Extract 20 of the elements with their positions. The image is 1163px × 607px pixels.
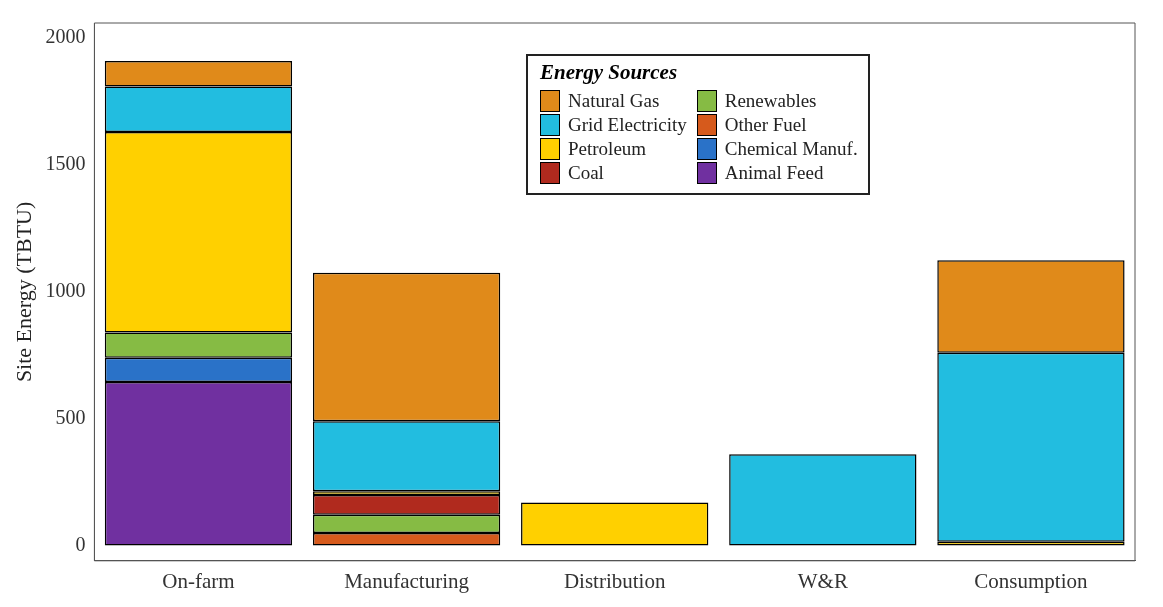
y-tick-label: 1500	[45, 152, 86, 175]
y-tick-label: 2000	[45, 25, 86, 48]
x-tick-label: Distribution	[563, 568, 666, 593]
y-tick-label: 0	[75, 532, 86, 555]
y-axis-title: Site Energy (TBTU)	[10, 201, 36, 383]
x-tick-label: On-farm	[162, 568, 235, 593]
legend-label: Chemical Manuf.	[724, 137, 858, 161]
x-tick-label: Consumption	[974, 568, 1089, 593]
y-tick-label: 1000	[45, 279, 86, 302]
legend-label: Petroleum	[568, 137, 647, 161]
y-tick-label: 500	[55, 405, 86, 428]
legend-label: Grid Electricity	[568, 113, 687, 137]
legend-label: Other Fuel	[724, 113, 807, 137]
legend-label: Animal Feed	[724, 161, 824, 185]
x-tick-label: Manufacturing	[344, 568, 470, 593]
legend-label: Coal	[568, 161, 604, 185]
legend-title: Energy Sources	[540, 60, 679, 85]
legend-label: Renewables	[724, 89, 817, 113]
x-tick-label: W&R	[797, 568, 848, 593]
legend-label: Natural Gas	[568, 89, 660, 113]
